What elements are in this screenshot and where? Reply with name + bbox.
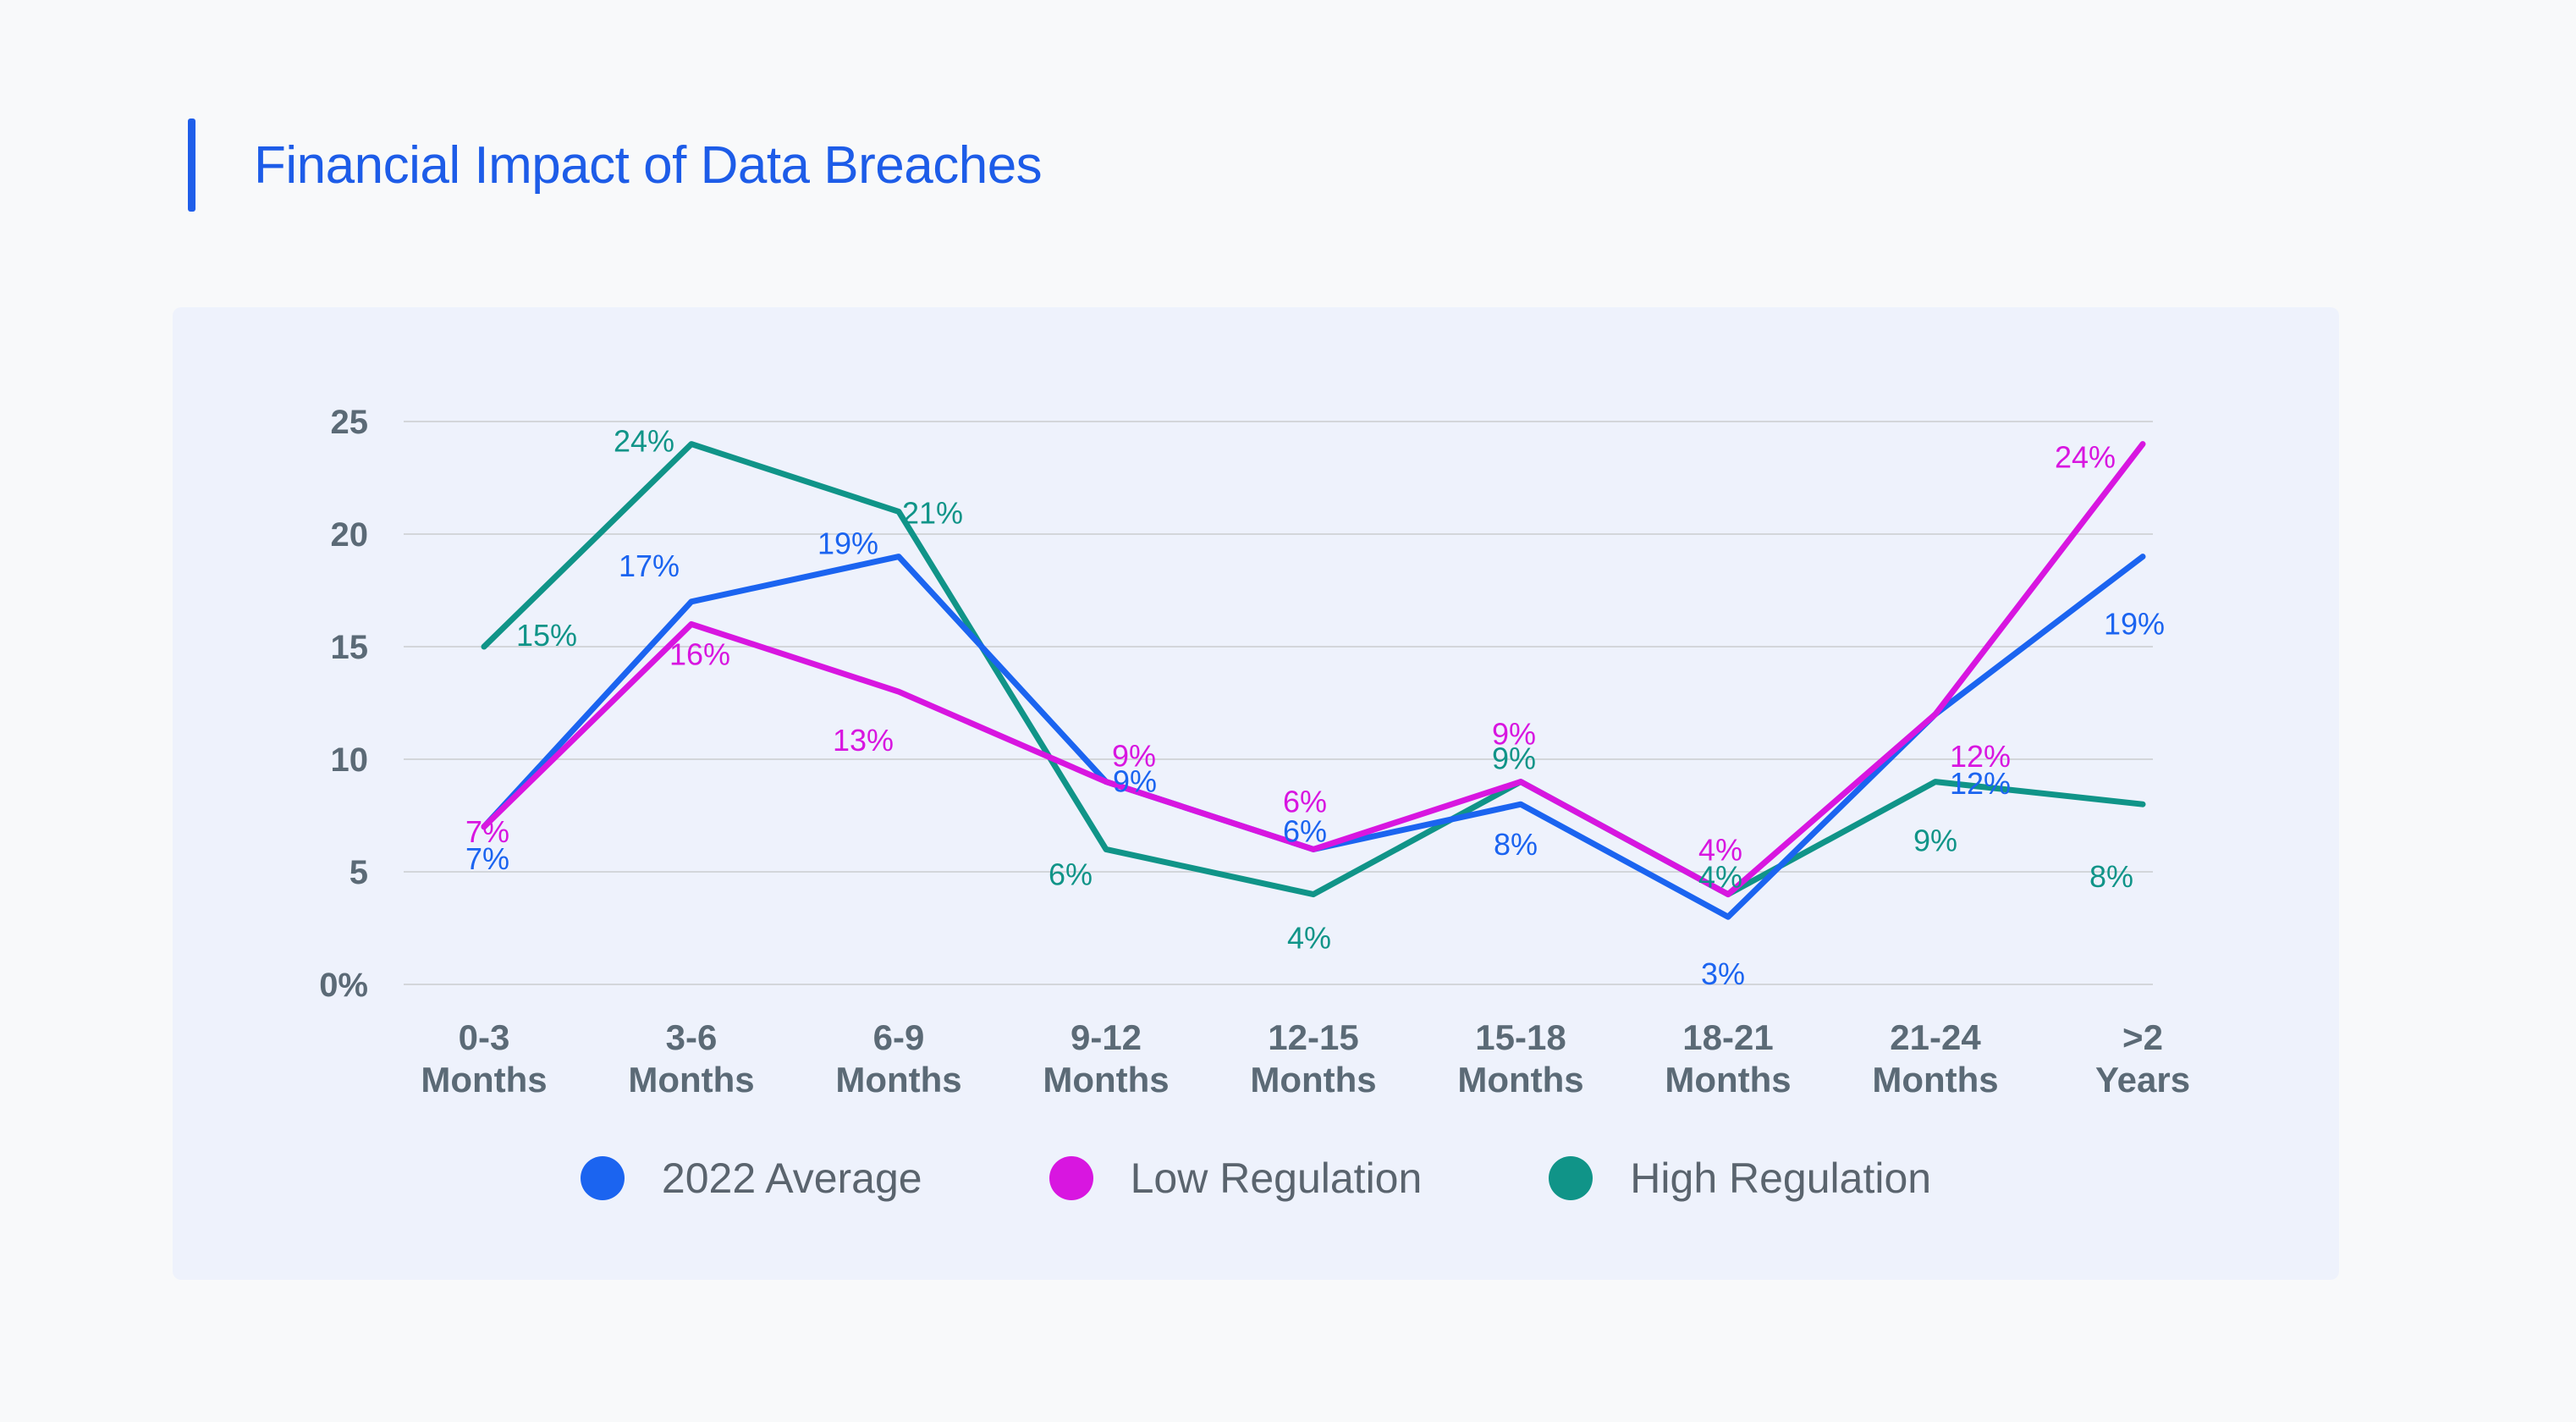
x-tick-label: >2 Years (2095, 1017, 2190, 1100)
gridlines (404, 421, 2153, 985)
data-label: 6% (1049, 857, 1093, 891)
chart-legend: 2022 Average Low Regulation High Regulat… (173, 1154, 2339, 1203)
x-tick-label: 3-6 Months (628, 1017, 754, 1100)
data-label: 9% (1492, 741, 1536, 776)
legend-dot-blue (580, 1156, 625, 1200)
data-label: 7% (465, 814, 509, 849)
x-tick-label: 21-24 Months (1872, 1017, 1998, 1100)
data-label: 4% (1698, 860, 1742, 895)
y-tick-label: 15 (331, 629, 369, 666)
data-label: 9% (1492, 717, 1536, 752)
data-label: 7% (465, 841, 509, 876)
page-header: Financial Impact of Data Breaches (188, 118, 1043, 212)
x-tick-label: 15-18 Months (1457, 1017, 1583, 1100)
legend-item-high-regulation: High Regulation (1549, 1154, 1931, 1203)
line-chart: 0% 5 10 15 20 25 7% 17% 19% 9% 6% 8% 3% 12% 19% 7% 16% 13… (319, 404, 2190, 1100)
legend-label: 2022 Average (661, 1155, 922, 1202)
data-label: 15% (516, 618, 577, 653)
data-label: 24% (614, 424, 674, 459)
x-tick-label: 6-9 Months (835, 1017, 961, 1100)
x-tick-label: 0-3 Months (421, 1017, 547, 1100)
legend-item-2022-average: 2022 Average (580, 1154, 922, 1203)
series-lines (481, 441, 2146, 920)
data-label: 19% (2104, 607, 2165, 642)
legend-label: Low Regulation (1130, 1155, 1423, 1202)
data-label: 6% (1283, 784, 1327, 818)
page-title: Financial Impact of Data Breaches (254, 135, 1043, 195)
x-tick-label: 9-12 Months (1043, 1017, 1169, 1100)
data-label: 17% (619, 548, 680, 583)
data-label: 8% (1494, 827, 1538, 862)
data-label: 9% (1112, 739, 1156, 774)
data-label: 24% (2055, 440, 2116, 475)
data-label: 9% (1913, 824, 1957, 858)
data-label: 21% (902, 495, 963, 530)
data-label: 16% (669, 637, 730, 671)
legend-label: High Regulation (1630, 1155, 1932, 1202)
data-point-labels: 7% 17% 19% 9% 6% 8% 3% 12% 19% 7% 16% 13% 9% 6% 9% 4% 12… (465, 424, 2165, 992)
data-label: 19% (817, 526, 878, 561)
y-tick-label: 10 (331, 741, 369, 779)
series-line-2 (481, 441, 2146, 898)
data-label: 12% (1950, 766, 2011, 801)
y-tick-label: 5 (350, 854, 368, 891)
data-label: 8% (2089, 859, 2133, 894)
data-label: 4% (1698, 833, 1742, 868)
data-label: 3% (1701, 956, 1745, 991)
y-axis-tick-labels: 0% 5 10 15 20 25 (319, 404, 368, 1004)
data-label: 12% (1950, 739, 2011, 774)
legend-dot-teal (1549, 1156, 1593, 1200)
data-label: 9% (1113, 764, 1157, 799)
y-tick-label: 0% (319, 967, 368, 1004)
y-tick-label: 25 (331, 404, 369, 441)
data-label: 4% (1287, 921, 1331, 956)
x-tick-label: 18-21 Months (1665, 1017, 1791, 1100)
series-line-1 (481, 441, 2146, 898)
legend-item-low-regulation: Low Regulation (1049, 1154, 1423, 1203)
y-tick-label: 20 (331, 516, 369, 554)
data-label: 6% (1283, 813, 1327, 848)
chart-panel: 0% 5 10 15 20 25 7% 17% 19% 9% 6% 8% 3% 12% 19% 7% 16% 13… (173, 307, 2339, 1280)
data-label: 13% (833, 723, 894, 758)
x-axis-labels: 0-3 Months 3-6 Months 6-9 Months 9-12 Months 12-… (421, 1017, 2190, 1100)
series-line-0 (481, 554, 2146, 920)
title-accent-bar (188, 118, 195, 212)
legend-dot-magenta (1049, 1156, 1093, 1200)
x-tick-label: 12-15 Months (1250, 1017, 1376, 1100)
